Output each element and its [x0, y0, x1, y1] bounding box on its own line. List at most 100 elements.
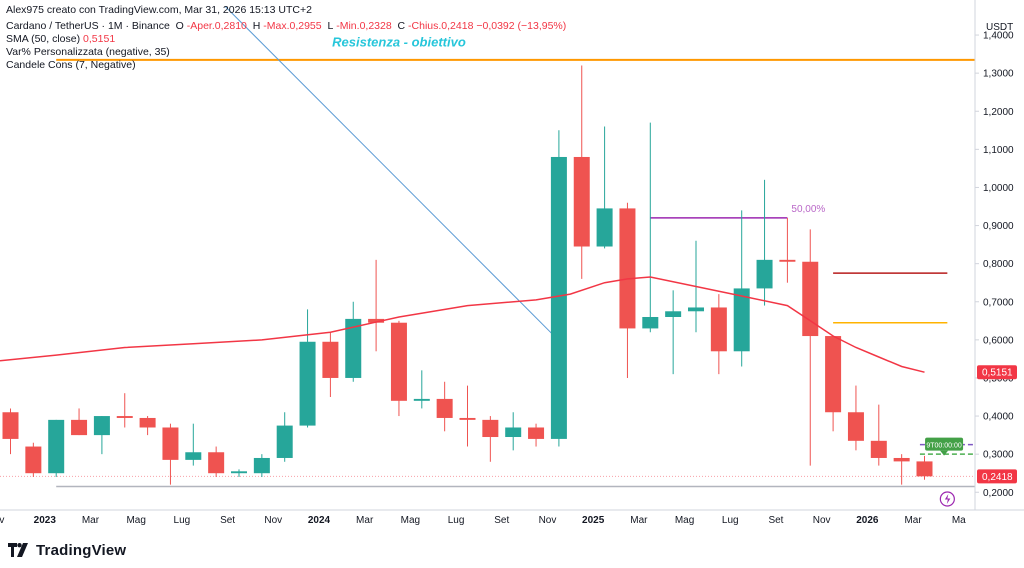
candle-body	[299, 341, 316, 426]
header-symbol-row: Cardano / TetherUS · 1M · Binance O -Ape…	[6, 20, 567, 32]
indicator-candele-cons[interactable]: Candele Cons (7, Negative)	[6, 59, 136, 71]
candle-body	[368, 318, 385, 323]
candle-body	[733, 288, 750, 352]
x-tick-label: Mag	[675, 515, 694, 526]
x-tick-label: Set	[494, 515, 509, 526]
tradingview-brand: TradingView	[36, 541, 127, 559]
candle-body	[116, 416, 133, 418]
x-tick-label: Set	[220, 515, 235, 526]
candle-body	[93, 416, 110, 436]
drawing-lines: 50,00%	[0, 6, 975, 488]
candles	[2, 65, 933, 485]
candle-body	[345, 318, 362, 378]
x-tick-label: Nov	[264, 515, 282, 526]
x-tick-label: 2026	[856, 515, 879, 526]
candle-body	[413, 398, 430, 401]
candle-body	[893, 457, 910, 462]
candle-body	[756, 259, 773, 289]
tradingview-footer[interactable]: TradingView	[8, 540, 126, 560]
indicator-var-pct[interactable]: Var% Personalizzata (negative, 35)	[6, 46, 170, 58]
candle-body	[847, 412, 864, 441]
green-label-pointer	[940, 450, 949, 456]
y-tick-label: 1,3000	[983, 69, 1014, 80]
candle-body	[665, 311, 682, 317]
y-tick-label: 0,3000	[983, 450, 1014, 461]
x-axis: ov 2023 Mar Mag Lug Set Nov 2024 Mar Mag Lug Set Nov…	[0, 509, 1024, 526]
y-tick-label: 1,4000	[983, 31, 1014, 42]
x-tick-label: Set	[768, 515, 783, 526]
y-tick-label: 0,9000	[983, 221, 1014, 232]
y-tick-label: 0,4000	[983, 412, 1014, 423]
candle-body	[459, 417, 476, 420]
candle-body	[825, 336, 842, 413]
tradingview-logo-icon	[8, 543, 28, 557]
candle-body	[505, 427, 522, 438]
candle-body	[71, 419, 88, 436]
green-date-label: 9T00:00:00	[926, 443, 962, 450]
lightning-bolt-glyph	[944, 494, 951, 504]
candle-body	[916, 461, 933, 477]
candle-body	[48, 419, 65, 474]
candle-body	[482, 419, 499, 438]
price-tag-label: 0,2418	[982, 472, 1013, 483]
y-tick-label: 1,2000	[983, 107, 1014, 118]
candle-body	[25, 446, 42, 474]
price-tag-box	[977, 365, 1017, 380]
x-tick-label: Mag	[126, 515, 145, 526]
ohlc-open: -Aper.0,2810	[186, 20, 247, 32]
green-date-label-box	[925, 437, 964, 451]
candle-body	[2, 412, 19, 439]
candle-body	[436, 398, 453, 418]
candle-body	[619, 208, 636, 329]
annotations: Resistenza - obiettivo 9T00:00:00	[332, 34, 964, 507]
x-tick-label: Mag	[401, 515, 420, 526]
indicator-sma[interactable]: SMA (50, close) 0,5151	[6, 33, 116, 45]
x-tick-label: Ma	[952, 515, 966, 526]
candle-body	[231, 471, 247, 474]
candle-body	[870, 440, 887, 458]
header-created-by: Alex975 creato con TradingView.com, Mar …	[6, 4, 312, 16]
candle-body	[528, 427, 545, 439]
x-tick-label: 2024	[308, 515, 331, 526]
sma-50-line	[0, 276, 925, 373]
symbol-name[interactable]: Cardano / TetherUS · 1M · Binance	[6, 20, 170, 32]
y-tick-label: 0,8000	[983, 259, 1014, 270]
ohlc-low: -Min.0,2328	[336, 20, 392, 32]
currency-label: USDT	[986, 22, 1014, 33]
candle-body	[276, 425, 293, 458]
y-axis: 0,20000,30000,40000,50000,60000,70000,80…	[974, 0, 1017, 510]
ohlc-change: −0,0392 (−13,95%)	[476, 20, 567, 32]
y-tick-label: 0,6000	[983, 335, 1014, 346]
x-tick-label: Lug	[448, 515, 465, 526]
y-tick-label: 1,1000	[983, 145, 1014, 156]
x-tick-label: 2023	[34, 515, 57, 526]
candle-body	[162, 427, 179, 460]
resistance-annotation: Resistenza - obiettivo	[332, 34, 466, 49]
candle-body	[322, 341, 339, 378]
candle-body	[253, 457, 270, 474]
candle-body	[185, 452, 202, 460]
candle-body	[779, 259, 796, 262]
fib-50-label: 50,00%	[791, 204, 825, 215]
y-tick-label: 1,0000	[983, 183, 1014, 194]
x-tick-label: ov	[0, 515, 4, 526]
price-tag-label: 0,5151	[982, 368, 1013, 379]
candle-body	[390, 322, 407, 401]
candle-body	[208, 452, 225, 474]
y-tick-label: 0,2000	[983, 488, 1014, 499]
x-tick-label: Mar	[904, 515, 922, 526]
candle-body	[688, 307, 704, 312]
candle-body	[550, 156, 567, 439]
x-tick-label: Mar	[630, 515, 648, 526]
x-tick-label: Nov	[539, 515, 557, 526]
x-tick-label: Lug	[174, 515, 191, 526]
y-tick-label: 0,7000	[983, 297, 1014, 308]
candle-body	[139, 417, 156, 428]
candle-body	[596, 208, 613, 247]
ohlc-high: -Max.0,2955	[263, 20, 322, 32]
candle-body	[642, 316, 659, 329]
x-tick-label: 2025	[582, 515, 605, 526]
candle-body	[573, 156, 590, 247]
x-tick-label: Mar	[82, 515, 100, 526]
